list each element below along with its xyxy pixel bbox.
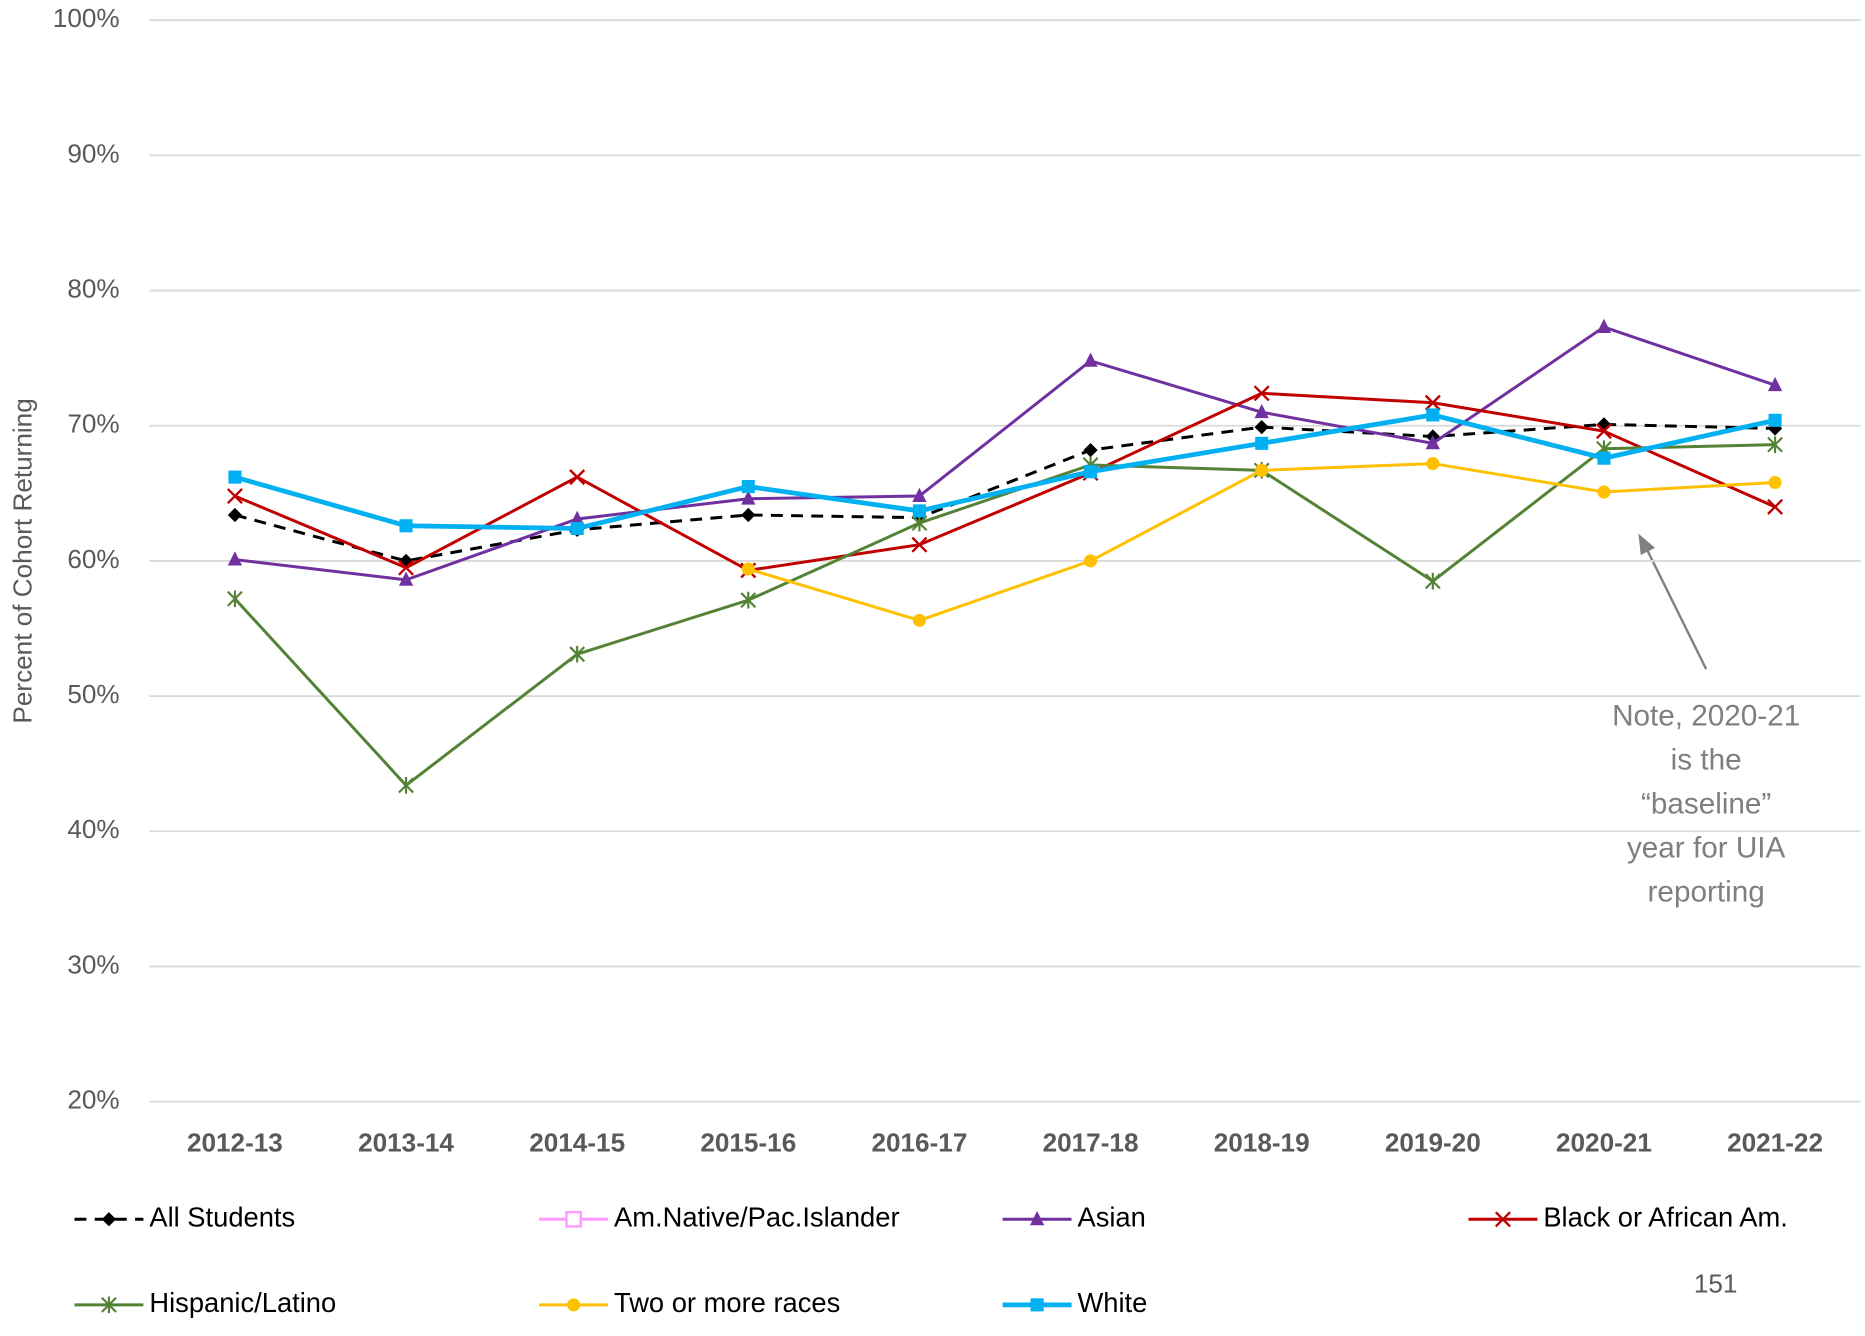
y-tick-label: 70%: [67, 409, 119, 439]
legend-marker: [565, 1210, 582, 1228]
legend-label: Black or African Am.: [1543, 1202, 1788, 1233]
data-point: [569, 645, 586, 663]
y-axis-label: Percent of Cohort Returning: [7, 398, 37, 723]
data-point: [1767, 376, 1783, 392]
data-point: [1084, 465, 1098, 479]
legend-marker: [1029, 1210, 1045, 1226]
data-point: [1768, 413, 1782, 427]
data-point: [398, 571, 414, 586]
legend-marker: [101, 1212, 117, 1227]
data-point: [1426, 457, 1440, 471]
x-tick-label: 2015-16: [700, 1127, 796, 1157]
data-point: [227, 507, 243, 523]
annotation: reporting: [1648, 876, 1765, 909]
data-point: [1255, 436, 1269, 450]
data-point: [741, 507, 756, 523]
y-tick-label: 50%: [67, 679, 119, 709]
data-point: [1254, 403, 1269, 419]
data-point: [1083, 442, 1098, 458]
y-tick-label: 90%: [67, 138, 119, 168]
data-point: [740, 591, 757, 609]
legend-marker: [1030, 1298, 1044, 1312]
x-tick-label: 2016-17: [871, 1127, 967, 1157]
data-point: [569, 469, 586, 486]
annotation: is the: [1671, 744, 1742, 777]
data-point: [398, 559, 415, 576]
annotation-arrowhead: [1638, 533, 1656, 555]
legend-label: White: [1077, 1287, 1147, 1318]
x-tick-label: 2013-14: [358, 1127, 454, 1157]
data-point: [398, 777, 414, 794]
data-point: [741, 480, 755, 494]
data-point: [911, 514, 928, 532]
data-point: [1254, 419, 1269, 435]
data-point: [741, 490, 756, 505]
page-number: 151: [1694, 1269, 1738, 1299]
series-line: [234, 422, 1776, 563]
series-line: [233, 443, 1776, 788]
x-tick-label: 2019-20: [1385, 1127, 1481, 1157]
x-tick-label: 2017-18: [1043, 1127, 1139, 1157]
series-line: [747, 462, 1776, 622]
legend-marker: [567, 1298, 581, 1312]
data-point: [1084, 554, 1098, 568]
data-point: [741, 562, 755, 576]
data-point: [912, 613, 926, 627]
x-tick-label: 2021-22: [1727, 1127, 1823, 1157]
data-point: [1597, 451, 1611, 465]
data-point: [399, 519, 413, 533]
data-point: [1595, 423, 1612, 440]
data-point: [228, 470, 242, 484]
x-tick-label: 2014-15: [529, 1127, 625, 1157]
x-tick-label: 2020-21: [1556, 1127, 1652, 1157]
data-point: [1424, 394, 1441, 411]
data-point: [1425, 434, 1440, 450]
legend-marker: [1494, 1211, 1511, 1228]
legend-label: Am.Native/Pac.Islander: [614, 1202, 900, 1233]
series-line: [234, 391, 1776, 572]
data-point: [1768, 475, 1782, 490]
legend-label: All Students: [149, 1202, 295, 1233]
data-point: [1083, 352, 1098, 367]
annotation: “baseline”: [1641, 788, 1771, 821]
data-point: [570, 510, 585, 525]
data-point: [570, 521, 584, 536]
annotation-arrow: [1644, 546, 1708, 670]
legend-marker: [101, 1296, 117, 1314]
data-point: [912, 504, 926, 518]
y-tick-label: 100%: [53, 3, 120, 33]
data-point: [1424, 572, 1441, 590]
series-line: [234, 412, 1776, 531]
y-tick-label: 30%: [67, 949, 119, 979]
y-tick-label: 20%: [67, 1085, 119, 1115]
data-point: [227, 590, 243, 608]
annotation: Note, 2020-21: [1612, 700, 1800, 733]
y-tick-label: 60%: [67, 544, 119, 574]
data-point: [1253, 385, 1270, 402]
data-point: [1596, 318, 1612, 334]
annotation: year for UIA: [1627, 832, 1786, 865]
data-point: [1255, 463, 1269, 477]
data-point: [227, 551, 243, 566]
y-tick-label: 80%: [67, 273, 119, 303]
y-tick-label: 40%: [67, 814, 119, 844]
series-line: [234, 325, 1776, 582]
legend-label: Two or more races: [614, 1287, 840, 1318]
data-point: [1767, 498, 1784, 515]
data-point: [1767, 436, 1783, 453]
data-point: [1426, 408, 1440, 422]
legend-label: Hispanic/Latino: [149, 1287, 336, 1318]
data-point: [226, 488, 243, 505]
x-tick-label: 2018-19: [1214, 1127, 1310, 1157]
legend-label: Asian: [1077, 1202, 1145, 1233]
data-point: [1597, 485, 1611, 499]
data-point: [912, 487, 927, 502]
data-point: [911, 536, 928, 553]
x-tick-label: 2012-13: [187, 1127, 283, 1157]
